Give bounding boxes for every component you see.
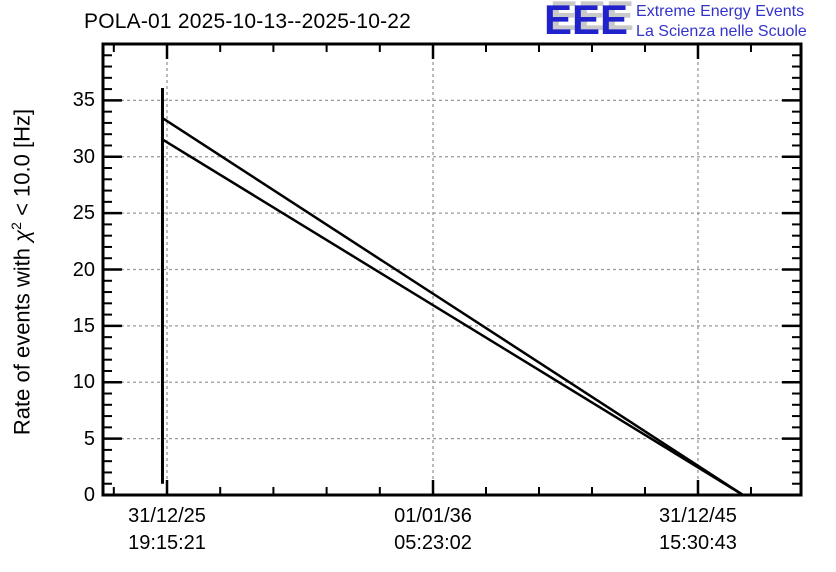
x-tick-date: 31/12/45 <box>659 505 737 527</box>
data-line <box>162 138 744 497</box>
y-tick-label: 0 <box>83 484 95 506</box>
x-tick-label: 31/12/25 19:15:21 <box>128 503 206 557</box>
eee-logo: EEE Extreme Energy Events La Scienza nel… <box>544 0 807 42</box>
y-tick-label: 25 <box>72 202 95 225</box>
eee-logo-line1: Extreme Energy Events <box>636 3 805 20</box>
chi-symbol: χ <box>9 229 35 242</box>
eee-logo-line2: La Scienza nelle Scuole <box>636 23 807 40</box>
y-tick-label: 35 <box>72 89 95 112</box>
x-tick-label: 31/12/45 15:30:43 <box>659 503 737 557</box>
eee-logo-text: Extreme Energy Events La Scienza nelle S… <box>636 2 807 42</box>
y-tick-label: 5 <box>83 427 95 450</box>
x-tick-date: 31/12/25 <box>128 505 206 527</box>
y-tick-label: 30 <box>72 145 95 168</box>
y-tick-label: 15 <box>72 314 95 337</box>
plot-title: POLA-01 2025-10-13--2025-10-22 <box>84 10 412 33</box>
y-axis-title: Rate of events with χ2 < 10.0 [Hz] <box>8 42 36 502</box>
x-tick-time: 05:23:02 <box>394 532 472 554</box>
eee-logo-acronym: EEE <box>544 0 629 43</box>
x-tick-label: 01/01/36 05:23:02 <box>394 503 472 557</box>
data-line <box>162 117 744 497</box>
x-tick-time: 19:15:21 <box>128 532 206 554</box>
y-tick-label: 20 <box>72 258 95 281</box>
y-axis-title-prefix: Rate of events with <box>9 241 35 436</box>
chi-exponent: 2 <box>8 222 24 230</box>
y-axis-title-suffix: < 10.0 [Hz] <box>9 108 35 223</box>
x-tick-date: 01/01/36 <box>394 505 472 527</box>
x-tick-time: 15:30:43 <box>659 532 737 554</box>
y-tick-label: 10 <box>72 371 95 394</box>
